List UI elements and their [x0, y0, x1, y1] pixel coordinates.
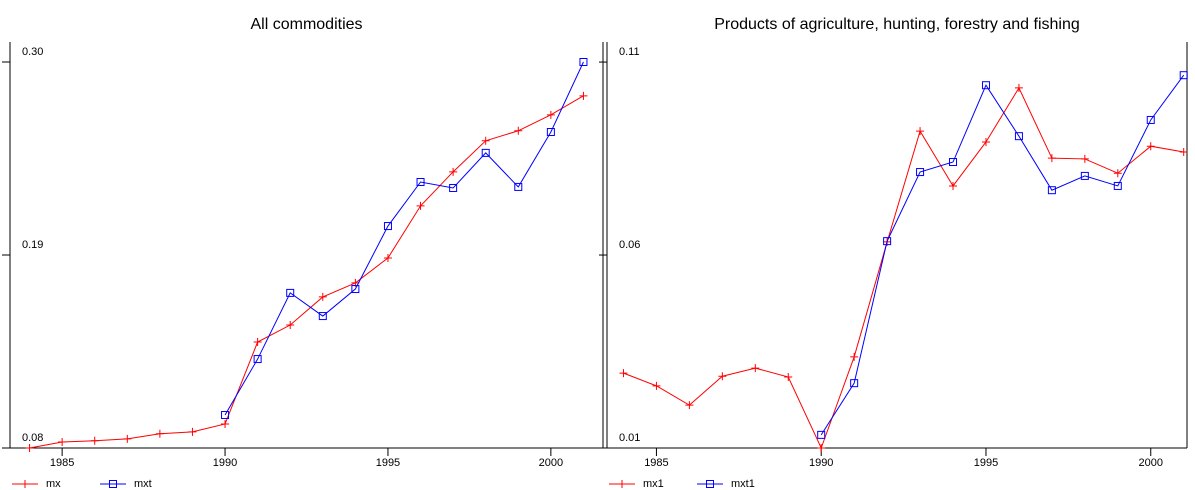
- point: [221, 419, 230, 428]
- point: [383, 253, 392, 262]
- x-tick-label: 1985: [644, 457, 668, 469]
- point: [383, 222, 392, 231]
- legend-marker: [618, 480, 626, 488]
- legend-label: mx: [46, 478, 61, 490]
- point: [514, 182, 523, 191]
- point: [1047, 186, 1056, 195]
- x-tick-label: 1990: [213, 457, 237, 469]
- point: [351, 285, 360, 294]
- point: [449, 167, 458, 176]
- point: [949, 181, 958, 190]
- series-line: [820, 74, 1185, 436]
- point: [916, 168, 925, 177]
- series-line: [224, 61, 584, 416]
- legend-marker: [706, 480, 714, 488]
- x-tick-label: 1990: [809, 457, 833, 469]
- x-tick-label: 1995: [974, 457, 998, 469]
- point: [916, 127, 925, 136]
- x-tick-label: 2000: [539, 457, 563, 469]
- point: [123, 434, 132, 443]
- point: [718, 372, 727, 381]
- point: [449, 183, 458, 192]
- point: [481, 136, 490, 145]
- chart-title: Products of agriculture, hunting, forest…: [714, 16, 1080, 33]
- point: [1080, 154, 1089, 163]
- point: [784, 372, 793, 381]
- point: [981, 137, 990, 146]
- point: [685, 401, 694, 410]
- point: [481, 148, 490, 157]
- point: [1080, 171, 1089, 180]
- point: [286, 321, 295, 330]
- point: [817, 430, 826, 439]
- x-tick-label: 1985: [50, 457, 74, 469]
- point: [188, 427, 197, 436]
- point: [981, 81, 990, 90]
- series-line: [29, 95, 584, 449]
- point: [546, 110, 555, 119]
- point: [1014, 132, 1023, 141]
- point: [253, 355, 262, 364]
- point: [1146, 142, 1155, 151]
- x-tick-label: 2000: [1139, 457, 1163, 469]
- point: [751, 364, 760, 373]
- point: [286, 288, 295, 297]
- point: [253, 338, 262, 347]
- point: [949, 158, 958, 167]
- point: [1146, 115, 1155, 124]
- point: [850, 379, 859, 388]
- point: [1014, 83, 1023, 92]
- point: [850, 352, 859, 361]
- x-tick-label: 1995: [376, 457, 400, 469]
- point: [416, 201, 425, 210]
- point: [58, 438, 67, 447]
- point: [883, 237, 892, 246]
- y-tick-label: 0.11: [619, 46, 640, 58]
- legend-label: mxt: [134, 478, 152, 490]
- point: [546, 128, 555, 137]
- point: [318, 292, 327, 301]
- legend-label: mx1: [643, 478, 664, 490]
- chart-title: All commodities: [250, 16, 362, 33]
- point: [221, 411, 230, 420]
- point: [1047, 154, 1056, 163]
- y-tick-label: 0.06: [619, 239, 640, 251]
- point: [1179, 147, 1188, 156]
- y-tick-label: 0.08: [22, 432, 43, 444]
- point: [619, 369, 628, 378]
- point: [1113, 181, 1122, 190]
- point: [652, 381, 661, 390]
- point: [579, 91, 588, 100]
- y-tick-label: 0.30: [22, 46, 43, 58]
- y-tick-label: 0.01: [619, 432, 640, 444]
- y-tick-label: 0.19: [22, 239, 43, 251]
- point: [579, 58, 588, 67]
- legend-label: mxt1: [731, 478, 755, 490]
- point: [1179, 71, 1188, 80]
- point: [817, 444, 826, 452]
- legend-marker: [109, 480, 117, 488]
- point: [1113, 169, 1122, 178]
- point: [514, 126, 523, 135]
- series-line: [623, 86, 1184, 450]
- point: [90, 436, 99, 445]
- legend-marker: [21, 480, 29, 488]
- point: [416, 178, 425, 187]
- point: [25, 444, 34, 452]
- point: [318, 312, 327, 321]
- point: [155, 429, 164, 438]
